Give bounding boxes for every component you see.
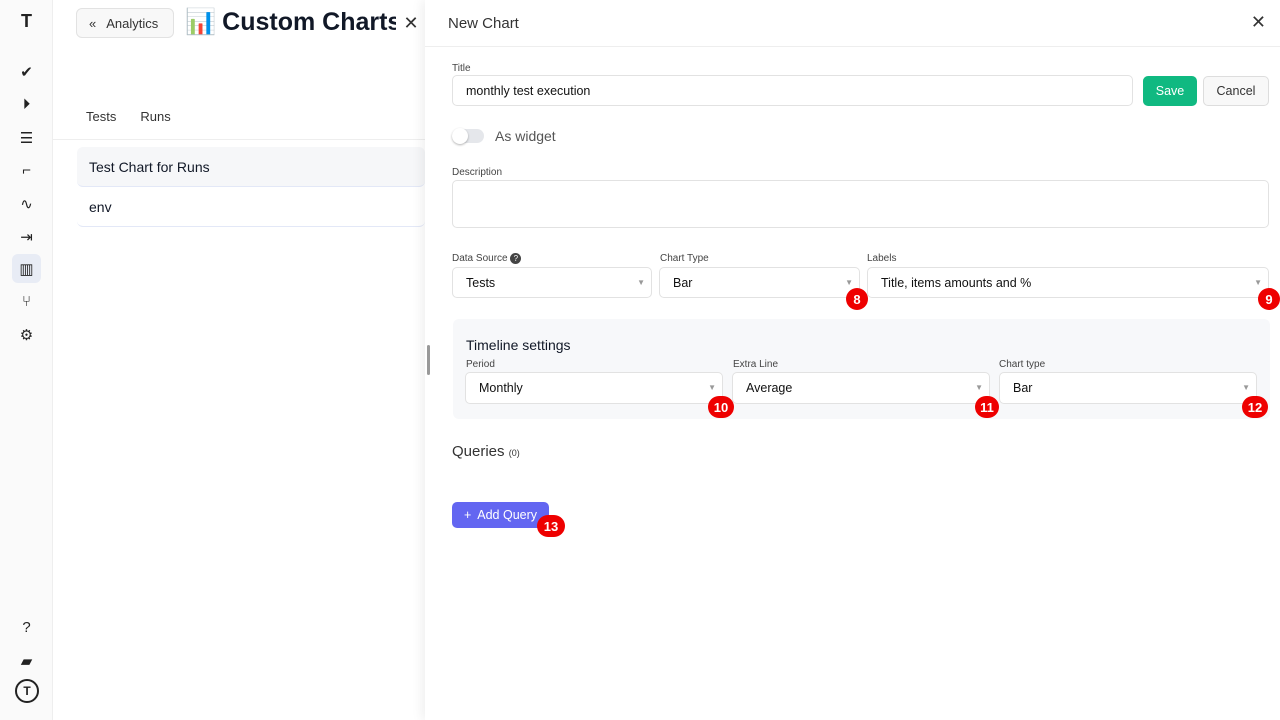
badge: 13 [537,515,565,537]
branch-icon[interactable]: ⑂ [21,293,31,310]
list-item[interactable]: Test Chart for Runs [77,147,425,187]
tab-tests[interactable]: Tests [86,109,117,124]
extra-line-label: Extra Line [733,359,779,370]
title-label: Title [452,63,471,74]
description-textarea[interactable] [452,180,1269,228]
labels-label: Labels [867,253,897,264]
folder-icon[interactable]: ▰ [20,652,33,670]
caret-down-icon: ▼ [637,278,645,287]
charts-list-view: «Analytics 📊 Custom Charts ✕ Tests Runs Te… [53,0,426,720]
list-check-icon[interactable]: ☰ [19,129,34,147]
bar-chart-icon: 📊 [185,8,217,36]
save-button[interactable]: Save [1143,76,1197,106]
queries-count: (0) [508,448,520,458]
import-icon[interactable]: ⇥ [20,228,33,246]
caret-down-icon: ▼ [1242,383,1250,392]
back-analytics-button[interactable]: «Analytics [76,8,174,38]
period-label: Period [466,359,495,370]
badge: 12 [1242,396,1268,418]
data-source-label: Data Source ? [452,253,522,264]
extra-line-select[interactable]: Average ▼ [732,372,990,404]
period-select[interactable]: Monthly ▼ [465,372,723,404]
check-icon[interactable]: ✔ [20,63,33,81]
cancel-button[interactable]: Cancel [1203,76,1269,106]
chart-type-label: Chart Type [660,253,709,264]
description-label: Description [452,167,503,178]
chart-type-select[interactable]: Bar ▼ [659,267,860,298]
chart-icon[interactable]: ▥ [12,254,41,283]
caret-down-icon: ▼ [708,383,716,392]
timeline-chart-type-select[interactable]: Bar ▼ [999,372,1257,404]
double-chevron-left-icon: « [89,15,97,31]
divider [53,139,425,140]
queries-heading: Queries (0) [452,443,520,460]
title-input[interactable]: monthly test execution [452,75,1133,106]
timeline-chart-type-label: Chart type [999,359,1046,370]
tab-runs[interactable]: Runs [140,109,171,124]
logo-icon[interactable]: T [21,11,32,31]
badge: 11 [975,396,999,418]
close-icon[interactable]: ✕ [396,8,426,38]
play-circle-icon[interactable]: ⏵ [22,96,31,113]
avatar[interactable]: T [15,679,39,703]
steps-icon[interactable]: ⌐ [22,162,31,179]
page-title: 📊 Custom Charts [185,8,402,36]
plus-icon: + [463,508,472,522]
sidebar: T ✔ ⏵ ☰ ⌐ ∿ ⇥ ▥ ⑂ ⚙ ? ▰ T [0,0,53,720]
panel-title: New Chart [448,14,519,32]
timeline-title: Timeline settings [466,337,571,353]
labels-select[interactable]: Title, items amounts and % ▼ [867,267,1269,298]
add-query-button[interactable]: + Add Query [452,502,549,528]
caret-down-icon: ▼ [975,383,983,392]
resize-handle[interactable] [427,345,430,375]
as-widget-toggle[interactable] [452,128,484,144]
data-source-select[interactable]: Tests ▼ [452,267,652,298]
new-chart-panel: New Chart ✕ Title monthly test execution … [425,0,1280,720]
caret-down-icon: ▼ [1254,278,1262,287]
list-item[interactable]: env [77,187,425,227]
badge: 10 [708,396,734,418]
help-icon[interactable]: ? [510,253,522,264]
as-widget-label: As widget [495,128,556,144]
badge: 9 [1258,288,1280,310]
help-icon[interactable]: ? [22,619,31,636]
gear-icon[interactable]: ⚙ [19,326,34,344]
close-icon[interactable]: ✕ [1250,12,1266,32]
badge: 8 [846,288,868,310]
caret-down-icon: ▼ [845,278,853,287]
pulse-icon[interactable]: ∿ [20,195,33,213]
timeline-settings: Timeline settings Period Monthly ▼ Extra … [453,319,1270,419]
